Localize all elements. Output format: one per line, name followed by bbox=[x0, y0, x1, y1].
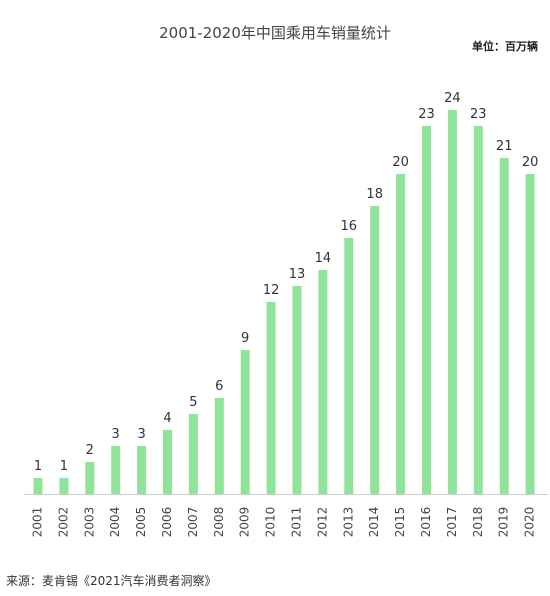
bar-2012 bbox=[318, 270, 328, 494]
x-tick-label-2010: 2010 bbox=[264, 507, 278, 538]
bar-2003 bbox=[85, 462, 95, 494]
bar-2001 bbox=[33, 478, 43, 494]
x-tick-label-2016: 2016 bbox=[419, 507, 433, 538]
data-label-2019: 21 bbox=[496, 139, 513, 154]
x-tick-label-2011: 2011 bbox=[290, 507, 304, 538]
data-label-2018: 23 bbox=[470, 107, 487, 122]
bar-2002 bbox=[59, 478, 69, 494]
data-label-2002: 1 bbox=[60, 459, 68, 474]
data-label-2014: 18 bbox=[366, 187, 383, 202]
x-tick-label-2007: 2007 bbox=[186, 507, 200, 538]
data-label-2017: 24 bbox=[444, 91, 461, 106]
data-label-2006: 4 bbox=[163, 411, 171, 426]
data-label-2001: 1 bbox=[34, 459, 42, 474]
data-label-2010: 12 bbox=[263, 283, 280, 298]
source-note: 来源：麦肯锡《2021汽车消费者洞察》 bbox=[6, 574, 217, 588]
bar-2004 bbox=[111, 446, 121, 494]
bar-2018 bbox=[473, 126, 483, 494]
bar-2014 bbox=[370, 206, 380, 494]
x-tick-label-2013: 2013 bbox=[341, 507, 355, 538]
x-tick-label-2020: 2020 bbox=[523, 507, 537, 538]
x-tick-label-2005: 2005 bbox=[134, 507, 148, 538]
data-label-2020: 20 bbox=[522, 155, 539, 170]
bar-2009 bbox=[240, 350, 250, 494]
x-tick-label-2001: 2001 bbox=[31, 507, 45, 538]
x-tick-label-2018: 2018 bbox=[471, 507, 485, 538]
bar-2008 bbox=[214, 398, 224, 494]
x-tick-label-2002: 2002 bbox=[56, 507, 70, 538]
x-tick-label-2006: 2006 bbox=[160, 507, 174, 538]
data-label-2003: 2 bbox=[86, 443, 94, 458]
x-tick-label-2004: 2004 bbox=[108, 507, 122, 538]
bar-2010 bbox=[266, 302, 276, 494]
data-label-2015: 20 bbox=[392, 155, 409, 170]
data-label-2016: 23 bbox=[418, 107, 435, 122]
bar-2013 bbox=[344, 238, 354, 494]
bar-2015 bbox=[396, 174, 406, 494]
x-tick-label-2019: 2019 bbox=[497, 507, 511, 538]
bar-2006 bbox=[163, 430, 172, 494]
bar-2016 bbox=[422, 126, 431, 494]
x-tick-label-2012: 2012 bbox=[315, 507, 329, 538]
chart-title: 2001-2020年中国乘用车销量统计 bbox=[159, 24, 391, 42]
data-label-2008: 6 bbox=[215, 379, 223, 394]
data-label-2013: 16 bbox=[341, 219, 358, 234]
data-label-2007: 5 bbox=[189, 395, 197, 410]
bar-2020 bbox=[525, 174, 535, 494]
data-label-2004: 3 bbox=[112, 427, 120, 442]
bar-2011 bbox=[292, 286, 302, 494]
bar-2007 bbox=[188, 414, 198, 494]
data-label-2009: 9 bbox=[241, 331, 249, 346]
data-label-2012: 14 bbox=[315, 251, 332, 266]
x-tick-label-2003: 2003 bbox=[82, 507, 96, 538]
bar-2019 bbox=[499, 158, 509, 494]
unit-label: 单位：百万辆 bbox=[472, 40, 538, 53]
bar-2017 bbox=[447, 110, 457, 494]
x-tick-label-2015: 2015 bbox=[393, 507, 407, 538]
x-tick-label-2017: 2017 bbox=[445, 507, 459, 538]
x-tick-label-2014: 2014 bbox=[367, 507, 381, 538]
x-tick-label-2009: 2009 bbox=[238, 507, 252, 538]
x-tick-label-2008: 2008 bbox=[212, 507, 226, 538]
data-label-2011: 13 bbox=[289, 267, 306, 282]
bar-2005 bbox=[137, 446, 147, 494]
data-label-2005: 3 bbox=[137, 427, 145, 442]
